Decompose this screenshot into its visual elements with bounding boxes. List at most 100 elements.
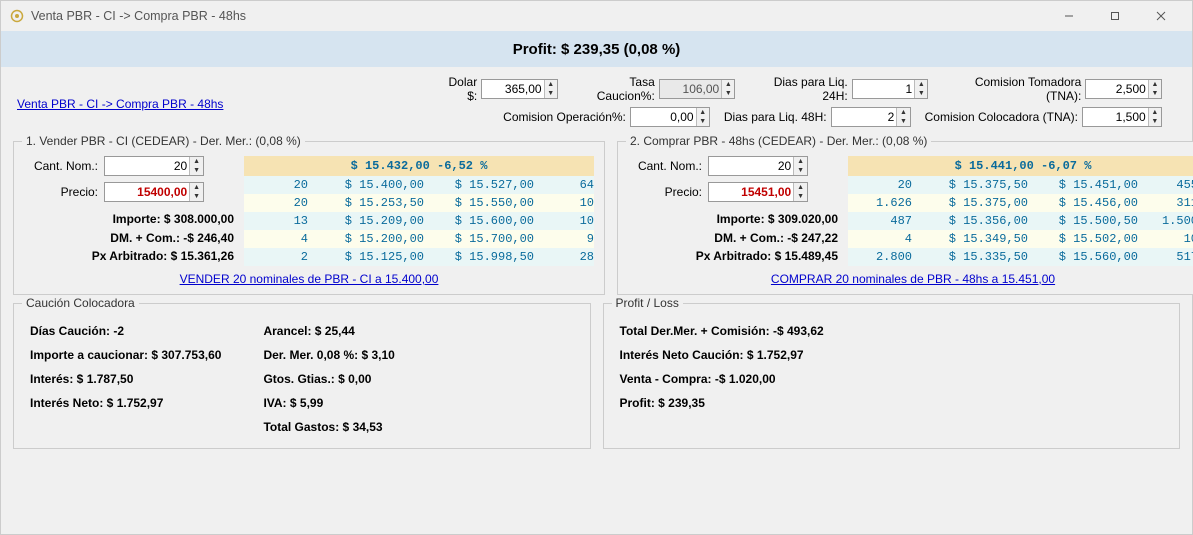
depth-bid: $ 15.209,00 [314,214,424,228]
depth-qty-ask: 9 [534,232,594,246]
maximize-button[interactable] [1092,1,1138,31]
depth-qty-bid: 487 [848,214,918,228]
depth-qty-bid: 1.626 [848,196,918,210]
spin-down-icon[interactable]: ▼ [1149,89,1161,98]
spin-up-icon[interactable]: ▲ [190,157,203,166]
depth-bid: $ 15.253,50 [314,196,424,210]
pair-link[interactable]: Venta PBR - CI -> Compra PBR - 48hs [17,97,223,111]
com-op-label: Comision Operación%: [503,110,626,124]
com-tom-input[interactable]: ▲▼ [1085,79,1162,99]
dias48-label: Dias para Liq. 48H: [724,110,827,124]
depth-bid: $ 15.356,00 [918,214,1028,228]
caucion-line: Total Gastos: $ 34,53 [263,420,394,434]
com-col-input[interactable]: ▲▼ [1082,107,1162,127]
depth-qty-ask: 455 [1138,178,1193,192]
depth-qty-ask: 1.500 [1138,214,1193,228]
depth-row: 20$ 15.253,50$ 15.550,0010 [244,194,594,212]
spin-up-icon[interactable]: ▲ [697,108,709,117]
caucion-title: Caución Colocadora [22,296,139,310]
dolar-input[interactable]: ▲▼ [481,79,558,99]
dias48-input[interactable]: ▲▼ [831,107,911,127]
depth-qty-ask: 10 [534,196,594,210]
depth-ask: $ 15.451,00 [1028,178,1138,192]
sell-precio-label: Precio: [24,185,104,199]
spin-down-icon[interactable]: ▼ [794,166,807,175]
spin-down-icon: ▼ [722,89,734,98]
com-op-input[interactable]: ▲▼ [630,107,710,127]
spin-up-icon[interactable]: ▲ [794,157,807,166]
spin-down-icon[interactable]: ▼ [915,89,927,98]
sell-group-title: 1. Vender PBR - CI (CEDEAR) - Der. Mer.:… [22,134,305,148]
spin-down-icon[interactable]: ▼ [545,89,557,98]
caucion-line: Der. Mer. 0,08 %: $ 3,10 [263,348,394,362]
depth-row: 20$ 15.375,50$ 15.451,00455 [848,176,1193,194]
spin-down-icon[interactable]: ▼ [190,166,203,175]
buy-group-title: 2. Comprar PBR - 48hs (CEDEAR) - Der. Me… [626,134,931,148]
dias24-input[interactable]: ▲▼ [852,79,929,99]
sell-precio-input[interactable]: ▲▼ [104,182,204,202]
depth-bid: $ 15.125,00 [314,250,424,264]
spin-up-icon[interactable]: ▲ [190,183,203,192]
spin-up-icon[interactable]: ▲ [545,80,557,89]
buy-precio-label: Precio: [628,185,708,199]
depth-qty-ask: 10 [534,214,594,228]
depth-bid: $ 15.335,50 [918,250,1028,264]
spin-up-icon[interactable]: ▲ [794,183,807,192]
spin-up-icon[interactable]: ▲ [897,108,909,117]
sell-cant-input[interactable]: ▲▼ [104,156,204,176]
spin-up-icon: ▲ [722,80,734,89]
depth-qty-ask: 517 [1138,250,1193,264]
titlebar: Venta PBR - CI -> Compra PBR - 48hs [1,1,1192,31]
depth-qty-bid: 2 [244,250,314,264]
depth-row: 487$ 15.356,00$ 15.500,501.500 [848,212,1193,230]
depth-row: 20$ 15.400,00$ 15.527,0064 [244,176,594,194]
sell-dm-com: DM. + Com.: -$ 246,40 [24,229,234,248]
caucion-line: Arancel: $ 25,44 [263,324,394,338]
spin-up-icon[interactable]: ▲ [1149,108,1161,117]
com-tom-label: Comision Tomadora (TNA): [942,75,1081,103]
buy-action-link[interactable]: COMPRAR 20 nominales de PBR - 48hs a 15.… [771,272,1055,286]
pl-line: Interés Neto Caución: $ 1.752,97 [620,348,824,362]
com-col-label: Comision Colocadora (TNA): [925,110,1078,124]
depth-row: 2$ 15.125,00$ 15.998,5028 [244,248,594,266]
app-icon [9,8,25,24]
depth-qty-bid: 20 [244,178,314,192]
spin-down-icon[interactable]: ▼ [1149,117,1161,126]
caucion-line: Interés Neto: $ 1.752,97 [30,396,221,410]
depth-bid: $ 15.375,50 [918,178,1028,192]
caucion-line: Gtos. Gtias.: $ 0,00 [263,372,394,386]
close-button[interactable] [1138,1,1184,31]
tasa-input: ▲▼ [659,79,736,99]
buy-importe: Importe: $ 309.020,00 [628,210,838,229]
buy-precio-input[interactable]: ▲▼ [708,182,808,202]
caucion-line: Interés: $ 1.787,50 [30,372,221,386]
spin-up-icon[interactable]: ▲ [1149,80,1161,89]
spin-down-icon[interactable]: ▼ [697,117,709,126]
buy-depth: $ 15.441,00 -6,07 % 20$ 15.375,50$ 15.45… [848,156,1193,266]
top-params: Venta PBR - CI -> Compra PBR - 48hs Dola… [1,67,1192,135]
depth-qty-bid: 13 [244,214,314,228]
pl-line: Total Der.Mer. + Comisión: -$ 493,62 [620,324,824,338]
sell-action-link[interactable]: VENDER 20 nominales de PBR - CI a 15.400… [180,272,439,286]
depth-qty-ask: 64 [534,178,594,192]
buy-group: 2. Comprar PBR - 48hs (CEDEAR) - Der. Me… [617,141,1193,295]
depth-qty-ask: 10 [1138,232,1193,246]
sell-cant-label: Cant. Nom.: [24,159,104,173]
spin-up-icon[interactable]: ▲ [915,80,927,89]
depth-ask: $ 15.550,00 [424,196,534,210]
depth-ask: $ 15.998,50 [424,250,534,264]
depth-row: 13$ 15.209,00$ 15.600,0010 [244,212,594,230]
spin-down-icon[interactable]: ▼ [897,117,909,126]
buy-cant-input[interactable]: ▲▼ [708,156,808,176]
depth-row: 2.800$ 15.335,50$ 15.560,00517 [848,248,1193,266]
minimize-button[interactable] [1046,1,1092,31]
depth-row: 1.626$ 15.375,00$ 15.456,00311 [848,194,1193,212]
spin-down-icon[interactable]: ▼ [190,192,203,201]
spin-down-icon[interactable]: ▼ [794,192,807,201]
buy-cant-label: Cant. Nom.: [628,159,708,173]
buy-depth-header: $ 15.441,00 -6,07 % [848,156,1193,176]
sell-depth-header: $ 15.432,00 -6,52 % [244,156,594,176]
depth-qty-bid: 20 [848,178,918,192]
tasa-label: Tasa Caucion%: [572,75,655,103]
window-title: Venta PBR - CI -> Compra PBR - 48hs [31,9,246,23]
